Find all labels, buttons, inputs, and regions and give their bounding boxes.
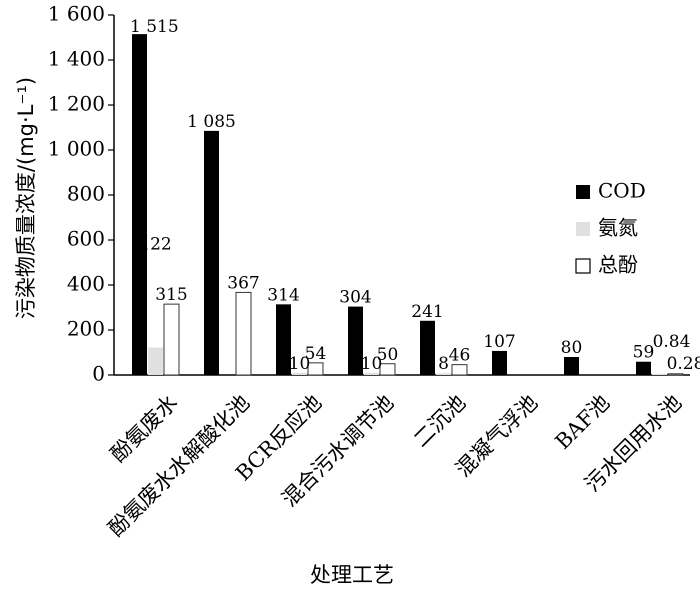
data-label-氨氮-4: 8 bbox=[438, 354, 449, 374]
data-label-COD-0: 1 515 bbox=[130, 17, 179, 37]
data-label-氨氮-3: 10 bbox=[361, 354, 383, 374]
legend-label-总酚: 总酚 bbox=[598, 253, 638, 277]
y-tick-label: 1 400 bbox=[48, 47, 105, 71]
data-label-COD-2: 314 bbox=[267, 285, 299, 305]
bar-氨氮-4 bbox=[436, 373, 451, 375]
data-label-COD-3: 304 bbox=[339, 288, 371, 308]
bar-COD-3 bbox=[348, 306, 363, 375]
x-category-label: 酚氨废水水解酸化池 bbox=[104, 390, 255, 541]
data-label-COD-7: 59 bbox=[633, 343, 655, 363]
bar-氨氮-3 bbox=[364, 372, 379, 375]
legend-label-氨氮: 氨氮 bbox=[598, 216, 638, 240]
bar-总酚-3 bbox=[379, 363, 396, 376]
data-label-COD-1: 1 085 bbox=[187, 112, 236, 132]
x-category-label: 酚氨废水 bbox=[106, 390, 182, 466]
legend-swatch-氨氮 bbox=[576, 222, 590, 236]
bar-COD-4 bbox=[420, 320, 435, 375]
bar-COD-5 bbox=[492, 350, 507, 375]
data-label-COD-4: 241 bbox=[411, 302, 443, 322]
y-tick-label: 600 bbox=[67, 227, 105, 251]
bar-COD-6 bbox=[564, 357, 579, 375]
data-label-总酚-3: 50 bbox=[377, 345, 399, 365]
bar-总酚-7 bbox=[667, 373, 684, 376]
legend-swatch-COD bbox=[576, 185, 590, 199]
y-tick-label: 200 bbox=[67, 317, 105, 341]
bar-总酚-1 bbox=[235, 291, 252, 376]
bar-COD-0 bbox=[132, 34, 147, 375]
y-axis-title: 污染物质量浓度/(mg·L⁻¹) bbox=[14, 77, 38, 319]
y-tick-label: 800 bbox=[67, 182, 105, 206]
y-tick-label: 0 bbox=[92, 362, 105, 386]
bar-氨氮-0 bbox=[148, 347, 163, 375]
bar-总酚-0 bbox=[163, 303, 180, 376]
data-label-氨氮-0: 122 bbox=[139, 235, 171, 255]
data-label-总酚-0: 315 bbox=[155, 285, 187, 305]
bars bbox=[132, 34, 684, 376]
data-label-总酚-4: 46 bbox=[449, 346, 471, 366]
data-label-总酚-1: 367 bbox=[227, 273, 259, 293]
bar-COD-7 bbox=[636, 361, 651, 375]
bar-COD-1 bbox=[204, 130, 219, 375]
data-label-氨氮-2: 10 bbox=[289, 354, 311, 374]
y-tick-label: 1 000 bbox=[48, 137, 105, 161]
data-label-总酚-2: 54 bbox=[305, 344, 327, 364]
x-axis-title: 处理工艺 bbox=[310, 563, 394, 587]
x-category-label: 二沉池 bbox=[409, 390, 471, 452]
data-label-氨氮-7: 0.84 bbox=[653, 332, 691, 352]
x-category-label: BAF池 bbox=[551, 390, 615, 454]
bar-总酚-4 bbox=[451, 364, 468, 376]
axes: 0 200 400 600 800 1 000 1 200 1 400 1 600 bbox=[48, 2, 690, 386]
data-label-COD-5: 107 bbox=[483, 332, 515, 352]
bar-总酚-2 bbox=[307, 362, 324, 376]
bar-氨氮-7 bbox=[652, 373, 667, 375]
y-tick-label: 400 bbox=[67, 272, 105, 296]
bar-氨氮-2 bbox=[292, 372, 307, 375]
bar-COD-2 bbox=[276, 304, 291, 375]
data-label-总酚-7: 0.28 bbox=[667, 354, 700, 374]
legend-swatch-总酚 bbox=[575, 258, 591, 274]
data-label-COD-6: 80 bbox=[561, 338, 583, 358]
y-tick-label: 1 200 bbox=[48, 92, 105, 116]
legend-label-COD: COD bbox=[598, 179, 646, 203]
y-tick-label: 1 600 bbox=[48, 2, 105, 26]
